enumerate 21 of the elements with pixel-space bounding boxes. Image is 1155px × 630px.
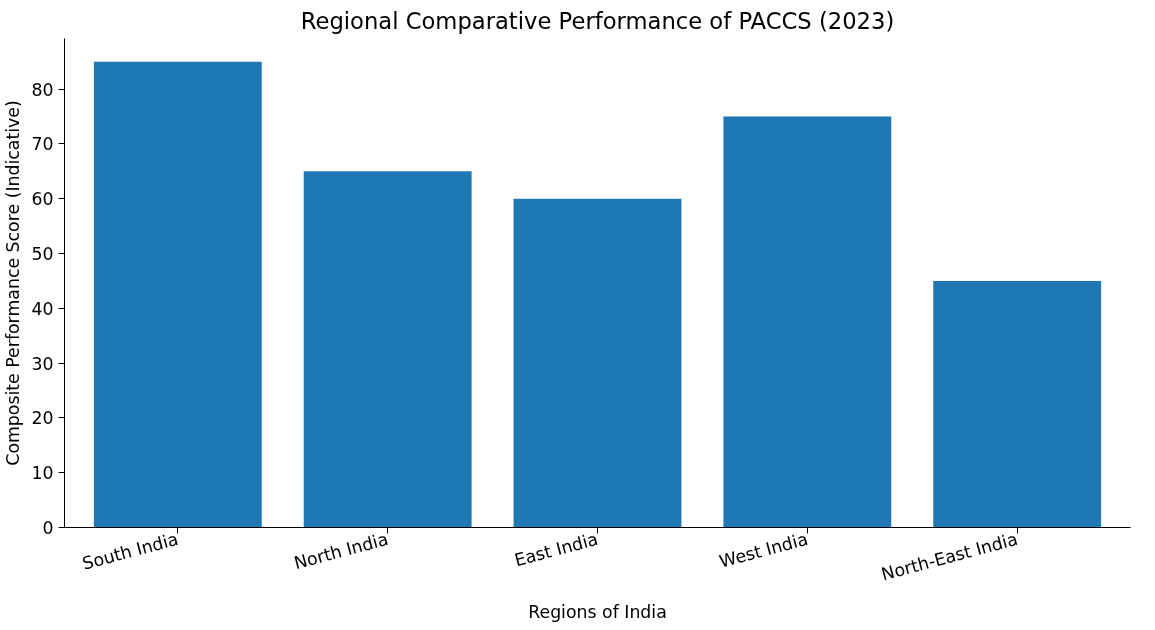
bar [723,116,892,528]
y-tick-label: 30 [31,353,54,374]
y-axis-title: Composite Performance Score (Indicative) [3,100,24,466]
bar [933,280,1102,528]
y-tick-label: 80 [31,79,54,100]
y-tick-label: 10 [31,463,54,484]
bar [93,61,262,528]
y-tick-label: 70 [31,134,54,155]
x-axis-title: Regions of India [528,602,667,623]
y-tick-label: 40 [31,298,54,319]
x-tick-label: East India [512,528,601,571]
y-tick-label: 60 [31,189,54,210]
chart-title: Regional Comparative Performance of PACCS (2023) [300,7,895,34]
x-tick-label: West India [717,528,810,572]
y-tick-label: 50 [31,244,54,265]
x-tick-label: North India [291,528,391,574]
bar [303,171,472,528]
y-tick-label: 0 [42,518,54,538]
y-tick-label: 20 [31,408,54,429]
x-tick-label: South India [80,528,181,574]
bar [513,198,682,528]
